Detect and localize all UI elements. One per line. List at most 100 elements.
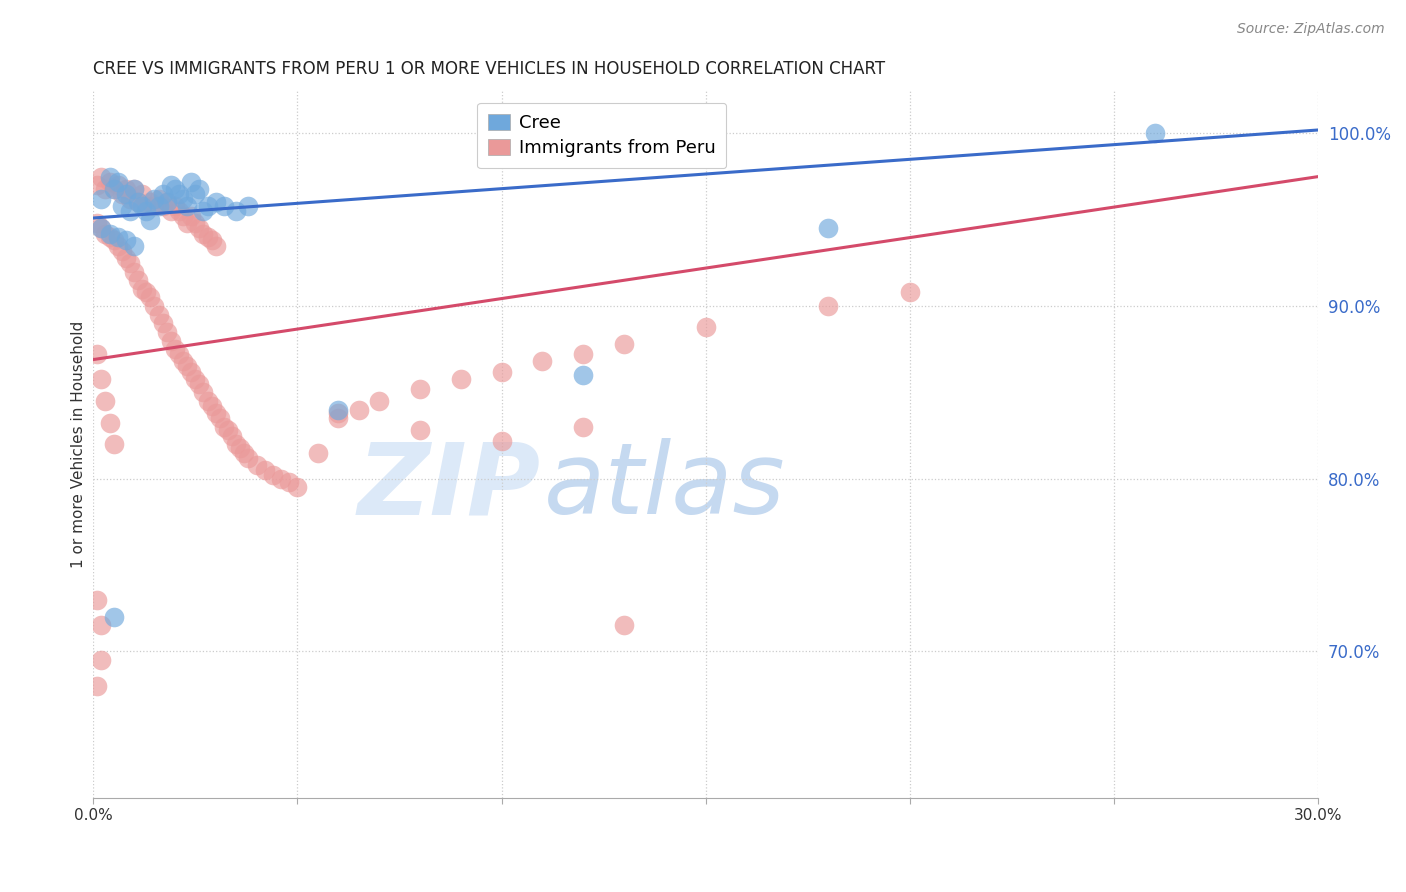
Point (193, 204, 215, 219)
Point (135, 204, 157, 219)
Point (118, 204, 141, 219)
Point (184, 216, 207, 230)
Point (143, 192, 166, 206)
Point (167, 186, 190, 201)
Point (86, 679, 108, 693)
Point (115, 186, 138, 201)
Point (197, 394, 219, 409)
Point (143, 199, 166, 213)
Point (208, 411, 231, 425)
Point (156, 195, 179, 210)
Point (188, 221, 211, 235)
Point (201, 399, 224, 413)
Point (450, 371, 472, 385)
Point (172, 354, 194, 368)
Point (204, 195, 226, 210)
Point (225, 204, 247, 219)
Point (90, 192, 112, 206)
Point (163, 199, 186, 213)
Point (159, 178, 181, 193)
Point (139, 195, 162, 210)
Point (107, 175, 129, 189)
Point (188, 376, 211, 391)
Point (139, 290, 162, 304)
Text: R =: R = (492, 136, 531, 154)
Point (143, 299, 166, 313)
Point (98, 175, 121, 189)
Point (217, 423, 239, 437)
Point (115, 234, 138, 248)
Point (572, 368, 595, 383)
Point (111, 199, 134, 213)
Point (253, 463, 276, 477)
Point (572, 420, 595, 434)
Point (86, 592, 108, 607)
Point (98, 169, 121, 184)
Point (135, 285, 157, 300)
Point (225, 437, 247, 451)
Point (90, 221, 112, 235)
Text: 40: 40 (637, 110, 662, 128)
Point (131, 186, 153, 201)
Point (409, 382, 432, 396)
Point (122, 182, 145, 196)
Point (238, 450, 260, 465)
Text: Source: ZipAtlas.com: Source: ZipAtlas.com (1237, 22, 1385, 37)
Point (156, 325, 179, 339)
Point (94, 227, 117, 241)
Point (103, 182, 125, 196)
Point (90, 221, 112, 235)
Point (328, 411, 350, 425)
Point (122, 264, 145, 278)
Point (86, 347, 108, 361)
Point (212, 199, 235, 213)
Point (159, 204, 181, 219)
Point (197, 230, 219, 244)
Legend: Cree, Immigrants from Peru: Cree, Immigrants from Peru (477, 103, 725, 169)
Point (172, 209, 194, 223)
Point (167, 204, 190, 219)
Point (118, 256, 141, 270)
Point (98, 417, 121, 431)
Point (127, 273, 149, 287)
Point (111, 186, 134, 201)
Point (212, 420, 235, 434)
Point (107, 230, 129, 244)
Point (107, 238, 129, 252)
Point (103, 182, 125, 196)
Y-axis label: 1 or more Vehicles in Household: 1 or more Vehicles in Household (72, 320, 86, 568)
Point (98, 230, 121, 244)
Point (368, 394, 391, 409)
Point (898, 285, 921, 300)
Point (262, 468, 284, 483)
Point (233, 446, 256, 460)
Point (159, 334, 181, 348)
Point (148, 192, 170, 206)
Point (278, 475, 301, 490)
Text: N =: N = (606, 136, 647, 154)
Point (307, 446, 329, 460)
Point (94, 394, 117, 409)
Text: atlas: atlas (544, 438, 786, 535)
Point (184, 186, 207, 201)
Point (90, 618, 112, 632)
Point (695, 319, 717, 334)
Point (156, 195, 179, 210)
Point (285, 480, 308, 494)
Point (347, 402, 370, 417)
Point (328, 406, 350, 420)
Point (531, 354, 554, 368)
Point (90, 371, 112, 385)
Point (817, 299, 839, 313)
Point (201, 234, 224, 248)
Text: 104: 104 (637, 136, 675, 154)
Point (163, 342, 186, 356)
Point (613, 337, 636, 351)
Point (328, 402, 350, 417)
Text: 0.213: 0.213 (551, 110, 609, 128)
Point (491, 365, 513, 379)
Text: R =: R = (492, 110, 531, 128)
Point (204, 238, 226, 252)
Point (131, 199, 153, 213)
Text: N =: N = (606, 110, 647, 128)
